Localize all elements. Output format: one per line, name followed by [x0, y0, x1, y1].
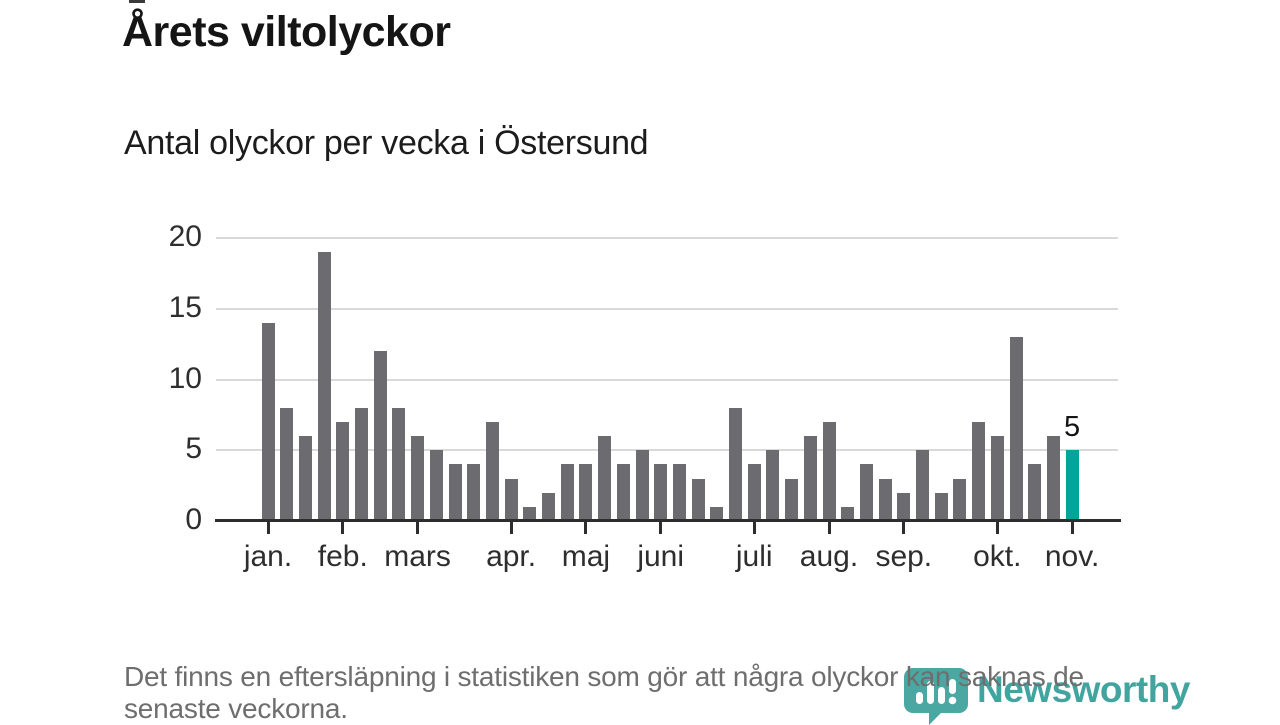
x-axis-label-jan.: jan.	[243, 540, 293, 573]
x-axis-label-nov.: nov.	[1044, 540, 1100, 573]
bar-week-14	[504, 478, 518, 521]
y-axis-label-0: 0	[185, 503, 202, 536]
x-tick-jan.	[266, 522, 270, 534]
x-axis-label-aug.: aug.	[799, 540, 859, 573]
bar-week-28	[766, 450, 780, 521]
gridline-20	[216, 237, 1118, 239]
bar-week-3	[298, 436, 312, 521]
x-tick-nov.	[1070, 522, 1074, 534]
bar-week-9	[411, 436, 425, 521]
bar-week-44	[1065, 450, 1079, 521]
x-tick-maj	[584, 522, 588, 534]
x-axis-label-okt.: okt.	[973, 540, 1022, 573]
x-axis-line	[215, 519, 1121, 522]
bar-week-31	[822, 421, 836, 521]
bar-week-30	[803, 436, 817, 521]
bar-week-25	[710, 506, 724, 521]
y-axis-label-10: 10	[168, 361, 202, 395]
bar-week-43	[1046, 436, 1060, 521]
bar-week-17	[560, 464, 574, 521]
bar-week-33	[859, 464, 873, 521]
x-axis-label-juli: juli	[735, 540, 773, 573]
x-tick-juni	[659, 522, 663, 534]
bar-week-34	[878, 478, 892, 521]
gridline-5	[216, 449, 1118, 452]
x-axis-label-sep.: sep.	[875, 540, 933, 573]
bar-week-16	[542, 492, 555, 521]
x-axis-label-juni: juni	[637, 540, 685, 573]
bar-week-5	[336, 421, 350, 521]
bar-week-40	[990, 436, 1004, 521]
bar-week-11	[448, 464, 462, 521]
bar-week-32	[841, 506, 855, 521]
x-tick-feb.	[341, 522, 345, 534]
x-axis-label-mars: mars	[384, 540, 451, 573]
bar-week-4	[317, 252, 331, 521]
x-tick-aug.	[827, 522, 831, 534]
footnote-line: Det finns en eftersläpning i statistiken…	[124, 661, 1084, 692]
bar-week-39	[972, 421, 986, 521]
y-axis-label-5: 5	[185, 432, 202, 466]
bar-week-19	[598, 436, 612, 521]
bar-week-2	[280, 407, 294, 521]
bar-week-20	[616, 464, 630, 521]
bar-week-7	[373, 351, 387, 521]
gridline-10	[216, 378, 1118, 381]
x-axis-label-maj: maj	[561, 540, 611, 573]
bar-week-15	[523, 506, 537, 521]
highlight-value-label: 5	[1064, 411, 1081, 444]
bar-week-21	[635, 450, 649, 521]
bar-week-26	[729, 407, 742, 521]
bar-week-23	[672, 464, 686, 521]
bar-week-8	[392, 407, 406, 521]
bar-week-18	[579, 464, 593, 521]
chart-subtitle: Antal olyckor per vecka i Östersund	[124, 124, 649, 162]
x-tick-okt.	[995, 522, 999, 534]
bar-week-37	[934, 492, 948, 521]
bar-week-6	[355, 407, 368, 521]
gridline-15	[216, 307, 1118, 310]
bar-week-1	[261, 322, 275, 521]
x-tick-mars	[416, 522, 420, 534]
bar-week-36	[916, 450, 929, 521]
y-axis-label-15: 15	[168, 290, 202, 324]
crop-artifact	[129, 0, 145, 3]
page-title: Årets viltolyckor	[122, 8, 451, 56]
bar-week-41	[1009, 337, 1023, 521]
bar-week-13	[485, 421, 499, 521]
footnote: Det finns en eftersläpning i statistiken…	[124, 661, 1184, 725]
bar-week-12	[467, 464, 481, 521]
bar-week-29	[785, 478, 799, 521]
newsworthy-logo-icon	[904, 668, 968, 725]
bar-week-38	[953, 478, 967, 521]
bar-week-22	[654, 464, 668, 521]
newsworthy-logo-text: Newsworthy	[977, 669, 1190, 710]
bar-week-42	[1028, 464, 1042, 521]
bar-week-24	[691, 478, 705, 521]
x-tick-juli	[752, 522, 756, 534]
footnote-line: senaste veckorna.	[124, 693, 348, 724]
x-axis-label-feb.: feb.	[317, 540, 368, 573]
x-axis-label-apr.: apr.	[486, 540, 537, 573]
x-tick-apr.	[509, 522, 513, 534]
bar-week-35	[897, 492, 911, 521]
x-tick-sep.	[902, 522, 906, 534]
y-axis-label-20: 20	[168, 220, 202, 253]
bar-week-27	[747, 464, 761, 521]
bar-week-10	[429, 450, 443, 521]
